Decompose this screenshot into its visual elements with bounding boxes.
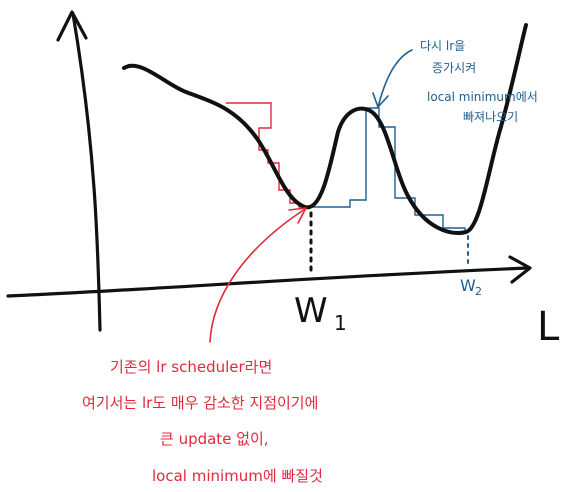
- blue-pointer-arrow: [377, 49, 413, 108]
- w1-label: W: [294, 291, 328, 331]
- axes: [6, 10, 532, 332]
- loss-axis-label: L: [537, 304, 560, 350]
- w2-subscript: 2: [475, 285, 482, 298]
- red-pointer-arrow: [209, 208, 306, 343]
- x-axis: [6, 266, 530, 298]
- y-axis: [71, 12, 102, 332]
- blue-arrow-head-icon: [372, 92, 389, 108]
- y-axis-arrow-icon: [56, 10, 88, 42]
- red-note-line-3: 큰 update 없이,: [160, 430, 269, 448]
- blue-note-line-3: local minimum에서: [427, 90, 538, 104]
- red-annotation-note: 기존의 lr scheduler라면 여기서는 lr도 매우 감소한 지점이기에…: [82, 358, 323, 485]
- blue-note-line-1: 다시 lr을: [420, 39, 465, 53]
- w2-label: W: [460, 276, 476, 295]
- red-note-line-4: local minimum에 빠질것: [152, 467, 323, 485]
- blue-annotation-note: 다시 lr을 증가시켜 local minimum에서 빠져나오기: [420, 39, 538, 124]
- w1-subscript: 1: [334, 311, 347, 335]
- blue-note-line-4: 빠져나오기: [463, 110, 518, 124]
- red-note-line-1: 기존의 lr scheduler라면: [110, 358, 272, 376]
- blue-lr-steps: [311, 107, 466, 233]
- x-axis-arrow-icon: [508, 255, 532, 284]
- blue-note-line-2: 증가시켜: [432, 61, 476, 75]
- red-note-line-2: 여기서는 lr도 매우 감소한 지점이기에: [82, 394, 318, 412]
- loss-curve: [122, 23, 528, 235]
- red-arrow-head-icon: [288, 207, 307, 224]
